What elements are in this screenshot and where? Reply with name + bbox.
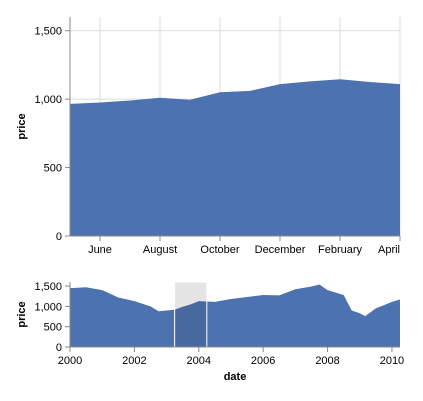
y-tick-label: 500 [44, 322, 62, 334]
x-tick-label: 2004 [187, 355, 211, 367]
x-tick-label: 2008 [315, 355, 339, 367]
y-tick-label: 1,000 [34, 301, 62, 313]
x-tick-label: February [318, 244, 363, 256]
price-area [70, 79, 400, 236]
y-tick-label: 0 [56, 342, 62, 354]
x-axis-title: date [224, 371, 247, 383]
x-tick-label: December [255, 244, 306, 256]
y-tick-label: 0 [56, 231, 62, 243]
x-tick-label: 2010 [380, 355, 404, 367]
detail-chart-panel: 0 500 1,000 1,500 June August October December F… [16, 17, 401, 256]
y-tick-label: 1,500 [34, 26, 62, 38]
y-tick-label: 500 [44, 163, 62, 175]
x-tick-label: October [200, 244, 239, 256]
x-tick-label: August [143, 244, 177, 256]
brush-selection[interactable] [174, 281, 208, 348]
y-tick-label: 1,000 [34, 94, 62, 106]
overview-chart-panel[interactable]: 0 500 1,000 1,500 2000 2002 2004 2006 2008 2010 pr… [16, 281, 404, 383]
x-tick-label: 2000 [58, 355, 82, 367]
x-tick-label: 2006 [251, 355, 275, 367]
x-tick-label: April [378, 244, 400, 256]
y-tick-label: 1,500 [34, 281, 62, 293]
x-tick-label: 2002 [122, 355, 146, 367]
price-area [70, 284, 400, 347]
y-axis-title: price [16, 113, 28, 139]
x-tick-label: June [88, 244, 112, 256]
y-axis-title: price [16, 301, 28, 327]
